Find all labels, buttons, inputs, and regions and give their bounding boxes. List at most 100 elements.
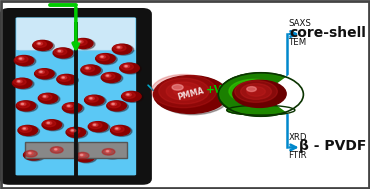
Circle shape	[86, 67, 88, 69]
Circle shape	[23, 128, 26, 129]
Circle shape	[79, 41, 81, 42]
Circle shape	[61, 76, 67, 79]
Circle shape	[68, 105, 70, 106]
Text: TEM: TEM	[289, 38, 307, 47]
Circle shape	[105, 150, 111, 153]
Circle shape	[108, 101, 128, 112]
Circle shape	[58, 75, 78, 85]
Circle shape	[38, 70, 44, 74]
Text: SAXS: SAXS	[289, 19, 312, 28]
Ellipse shape	[239, 84, 262, 93]
Circle shape	[50, 147, 71, 157]
Circle shape	[77, 40, 83, 43]
Circle shape	[24, 150, 37, 157]
Circle shape	[13, 79, 26, 85]
Circle shape	[127, 94, 129, 95]
Circle shape	[63, 103, 76, 110]
Circle shape	[172, 84, 183, 90]
Circle shape	[166, 82, 202, 100]
Circle shape	[71, 130, 74, 131]
Circle shape	[18, 81, 20, 82]
Circle shape	[13, 79, 34, 89]
Circle shape	[21, 103, 24, 105]
Circle shape	[85, 96, 98, 102]
Circle shape	[34, 41, 54, 51]
Circle shape	[62, 77, 64, 78]
Circle shape	[38, 43, 40, 44]
Circle shape	[112, 103, 114, 105]
Circle shape	[76, 152, 97, 163]
Circle shape	[154, 76, 228, 113]
Circle shape	[111, 126, 124, 132]
Circle shape	[121, 64, 134, 70]
Ellipse shape	[227, 105, 295, 115]
Circle shape	[81, 154, 83, 156]
Circle shape	[159, 78, 209, 104]
Circle shape	[82, 65, 102, 76]
Circle shape	[67, 128, 80, 134]
Circle shape	[82, 65, 95, 72]
Circle shape	[63, 103, 82, 113]
Circle shape	[102, 149, 123, 159]
Circle shape	[101, 56, 103, 57]
Circle shape	[66, 105, 72, 108]
Circle shape	[35, 69, 54, 79]
Circle shape	[76, 152, 89, 159]
Circle shape	[43, 120, 56, 127]
Circle shape	[43, 120, 64, 131]
Circle shape	[105, 74, 111, 77]
Circle shape	[121, 64, 141, 74]
Circle shape	[114, 127, 120, 130]
Circle shape	[19, 126, 32, 132]
Circle shape	[57, 74, 76, 84]
Circle shape	[96, 54, 115, 64]
Circle shape	[111, 126, 132, 136]
Wedge shape	[263, 72, 316, 117]
Circle shape	[16, 80, 22, 83]
Circle shape	[156, 77, 230, 115]
Ellipse shape	[219, 73, 298, 114]
Circle shape	[174, 86, 194, 96]
FancyBboxPatch shape	[25, 142, 74, 158]
Circle shape	[36, 69, 56, 80]
Circle shape	[94, 124, 96, 125]
Circle shape	[46, 122, 52, 125]
Circle shape	[74, 39, 95, 50]
Circle shape	[116, 128, 118, 129]
Circle shape	[102, 149, 115, 155]
Circle shape	[13, 78, 32, 88]
Circle shape	[18, 125, 37, 135]
Circle shape	[108, 101, 121, 108]
Circle shape	[66, 127, 85, 137]
Circle shape	[124, 65, 130, 68]
Text: β - PVDF: β - PVDF	[299, 139, 366, 153]
Circle shape	[79, 154, 85, 157]
Circle shape	[36, 69, 48, 76]
Circle shape	[85, 95, 104, 105]
Circle shape	[101, 73, 121, 82]
Circle shape	[58, 50, 61, 52]
Circle shape	[113, 45, 134, 55]
Circle shape	[247, 87, 256, 91]
Circle shape	[54, 48, 67, 55]
Circle shape	[15, 56, 28, 63]
Ellipse shape	[218, 73, 303, 116]
FancyBboxPatch shape	[16, 18, 135, 50]
Text: PMMA: PMMA	[176, 86, 205, 102]
Circle shape	[40, 71, 42, 72]
Circle shape	[100, 55, 105, 58]
Circle shape	[92, 123, 98, 126]
Text: +VDF: +VDF	[206, 85, 238, 95]
Circle shape	[90, 98, 92, 99]
Circle shape	[53, 48, 73, 58]
Circle shape	[120, 63, 139, 73]
Circle shape	[85, 96, 106, 106]
Text: core-shell: core-shell	[289, 26, 366, 40]
Circle shape	[15, 56, 36, 67]
Circle shape	[57, 50, 63, 53]
Circle shape	[102, 73, 115, 80]
Circle shape	[97, 54, 117, 65]
Circle shape	[111, 103, 117, 106]
Circle shape	[17, 101, 30, 108]
Circle shape	[240, 84, 272, 99]
